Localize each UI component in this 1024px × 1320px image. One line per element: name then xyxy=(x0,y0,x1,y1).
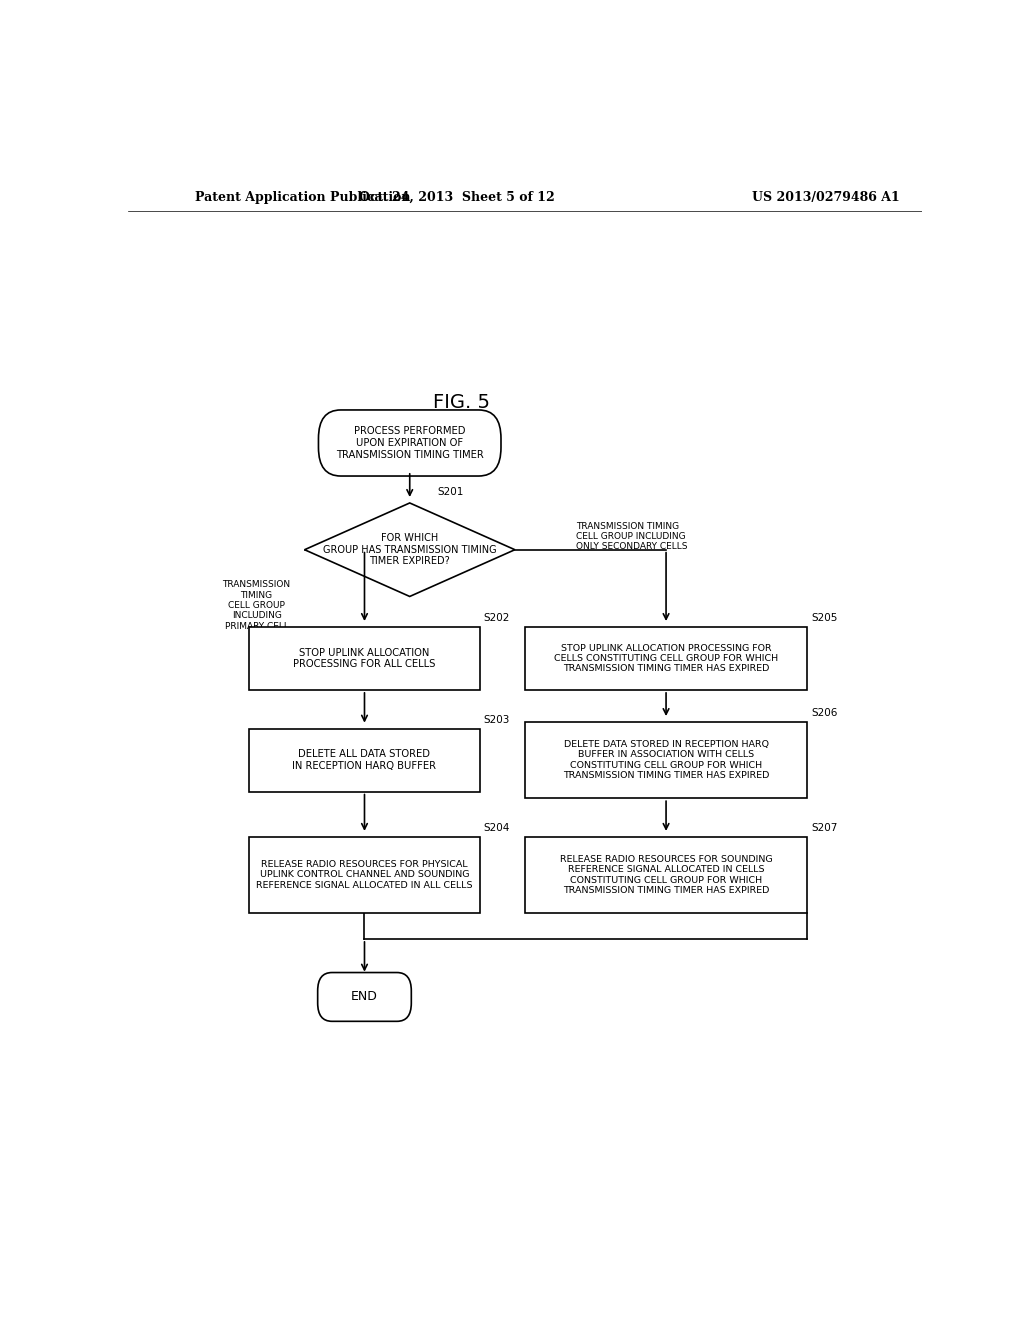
Bar xyxy=(525,837,807,913)
Text: RELEASE RADIO RESOURCES FOR SOUNDING
REFERENCE SIGNAL ALLOCATED IN CELLS
CONSTIT: RELEASE RADIO RESOURCES FOR SOUNDING REF… xyxy=(560,855,772,895)
Text: DELETE DATA STORED IN RECEPTION HARQ
BUFFER IN ASSOCIATION WITH CELLS
CONSTITUTI: DELETE DATA STORED IN RECEPTION HARQ BUF… xyxy=(563,741,769,780)
Text: S205: S205 xyxy=(811,612,838,623)
Text: DELETE ALL DATA STORED
IN RECEPTION HARQ BUFFER: DELETE ALL DATA STORED IN RECEPTION HARQ… xyxy=(293,750,436,771)
Bar xyxy=(250,627,479,690)
Text: S202: S202 xyxy=(483,612,510,623)
Bar xyxy=(525,627,807,690)
Bar xyxy=(525,722,807,799)
Text: TRANSMISSION TIMING
CELL GROUP INCLUDING
ONLY SECONDARY CELLS: TRANSMISSION TIMING CELL GROUP INCLUDING… xyxy=(577,521,688,552)
FancyBboxPatch shape xyxy=(317,973,412,1022)
Text: S207: S207 xyxy=(811,822,838,833)
Polygon shape xyxy=(304,503,515,597)
Text: S201: S201 xyxy=(437,487,464,496)
Text: US 2013/0279486 A1: US 2013/0279486 A1 xyxy=(753,190,900,203)
Text: Oct. 24, 2013  Sheet 5 of 12: Oct. 24, 2013 Sheet 5 of 12 xyxy=(359,190,555,203)
Text: S204: S204 xyxy=(483,822,510,833)
Text: RELEASE RADIO RESOURCES FOR PHYSICAL
UPLINK CONTROL CHANNEL AND SOUNDING
REFEREN: RELEASE RADIO RESOURCES FOR PHYSICAL UPL… xyxy=(256,861,473,890)
Text: S206: S206 xyxy=(811,708,838,718)
Text: FIG. 5: FIG. 5 xyxy=(433,393,489,412)
Text: Patent Application Publication: Patent Application Publication xyxy=(196,190,411,203)
Text: STOP UPLINK ALLOCATION PROCESSING FOR
CELLS CONSTITUTING CELL GROUP FOR WHICH
TR: STOP UPLINK ALLOCATION PROCESSING FOR CE… xyxy=(554,644,778,673)
FancyBboxPatch shape xyxy=(318,411,501,477)
Bar xyxy=(250,729,479,792)
Text: S203: S203 xyxy=(483,714,510,725)
Text: FOR WHICH
GROUP HAS TRANSMISSION TIMING
TIMER EXPIRED?: FOR WHICH GROUP HAS TRANSMISSION TIMING … xyxy=(323,533,497,566)
Text: PROCESS PERFORMED
UPON EXPIRATION OF
TRANSMISSION TIMING TIMER: PROCESS PERFORMED UPON EXPIRATION OF TRA… xyxy=(336,426,483,459)
Bar xyxy=(250,837,479,913)
Text: END: END xyxy=(351,990,378,1003)
Text: STOP UPLINK ALLOCATION
PROCESSING FOR ALL CELLS: STOP UPLINK ALLOCATION PROCESSING FOR AL… xyxy=(293,648,435,669)
Text: TRANSMISSION
TIMING
CELL GROUP
INCLUDING
PRIMARY CELL: TRANSMISSION TIMING CELL GROUP INCLUDING… xyxy=(222,581,291,631)
